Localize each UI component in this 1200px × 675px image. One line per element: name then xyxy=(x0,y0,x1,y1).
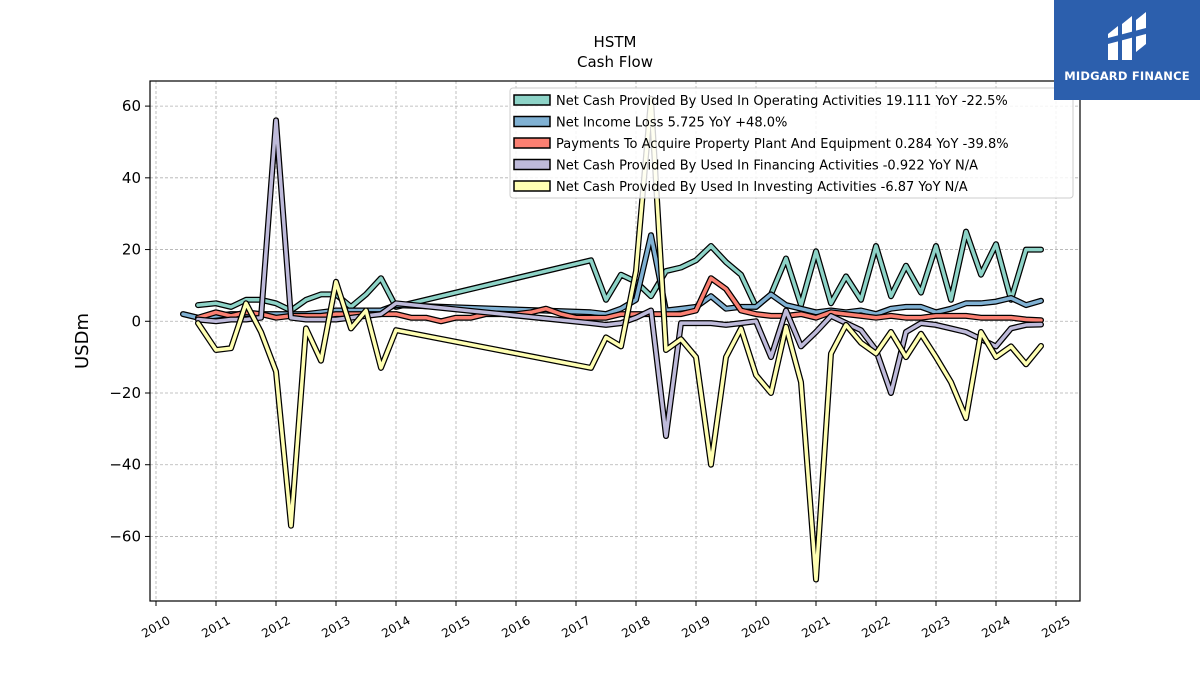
y-axis-label: USDm xyxy=(72,313,93,369)
series-2 xyxy=(195,275,1044,325)
legend-swatch xyxy=(513,137,551,149)
legend-label: Net Cash Provided By Used In Investing A… xyxy=(556,180,968,195)
legend: Net Cash Provided By Used In Operating A… xyxy=(509,87,1074,199)
series-lines xyxy=(180,95,1044,583)
y-tick-label: 20 xyxy=(122,241,141,259)
legend-swatch xyxy=(513,180,551,192)
y-tick-label: 0 xyxy=(131,312,141,330)
x-tick-label: 2022 xyxy=(859,613,892,640)
logo-mark-icon xyxy=(1108,12,1146,60)
logo-text: MIDGARD FINANCE xyxy=(1064,69,1190,83)
x-axis-ticks: 2010 2011 2012 2013 2014 2015 2016 2017 2018 2019… xyxy=(139,601,1073,641)
x-tick-label: 2017 xyxy=(559,613,592,640)
series-3 xyxy=(195,117,1044,439)
chart-subtitle: Cash Flow xyxy=(577,53,653,71)
y-tick-label: 60 xyxy=(122,97,141,115)
legend-swatch xyxy=(513,94,551,106)
y-tick-label: 40 xyxy=(122,169,141,187)
series-0 xyxy=(195,228,1044,314)
series-4 xyxy=(195,95,1044,583)
x-tick-label: 2024 xyxy=(979,613,1012,640)
legend-label: Net Income Loss 5.725 YoY +48.0% xyxy=(556,116,787,131)
series-line xyxy=(196,276,1043,324)
x-tick-label: 2020 xyxy=(739,613,772,640)
y-tick-label: −40 xyxy=(109,456,141,474)
x-tick-label: 2019 xyxy=(679,613,712,640)
series-line xyxy=(196,118,1043,438)
legend-box xyxy=(509,87,1074,199)
chart-title: HSTM xyxy=(594,33,637,51)
y-axis-ticks: 60 40 20 0 −20 −40 −60 xyxy=(109,97,150,545)
x-tick-label: 2012 xyxy=(259,613,292,640)
y-tick-label: −20 xyxy=(109,384,141,402)
x-tick-label: 2011 xyxy=(199,613,232,640)
legend-label: Net Cash Provided By Used In Operating A… xyxy=(556,94,1008,109)
x-tick-label: 2016 xyxy=(499,613,532,640)
series-line xyxy=(196,229,1043,313)
x-tick-label: 2018 xyxy=(619,613,652,640)
y-tick-label: −60 xyxy=(109,527,141,545)
x-tick-label: 2025 xyxy=(1039,613,1072,640)
x-tick-label: 2014 xyxy=(379,613,412,640)
series-line-outline xyxy=(195,228,1044,314)
midgard-finance-logo: MIDGARD FINANCE xyxy=(1054,0,1200,100)
x-tick-label: 2015 xyxy=(439,613,472,640)
legend-label: Payments To Acquire Property Plant And E… xyxy=(556,137,1009,152)
legend-label: Net Cash Provided By Used In Financing A… xyxy=(556,159,978,174)
legend-swatch xyxy=(513,158,551,171)
series-line xyxy=(196,97,1043,582)
x-tick-label: 2023 xyxy=(919,613,952,640)
legend-swatch xyxy=(513,115,551,128)
x-tick-label: 2013 xyxy=(319,613,352,640)
x-tick-label: 2010 xyxy=(139,613,172,640)
plot-frame xyxy=(149,80,1081,602)
x-tick-label: 2021 xyxy=(799,613,832,640)
